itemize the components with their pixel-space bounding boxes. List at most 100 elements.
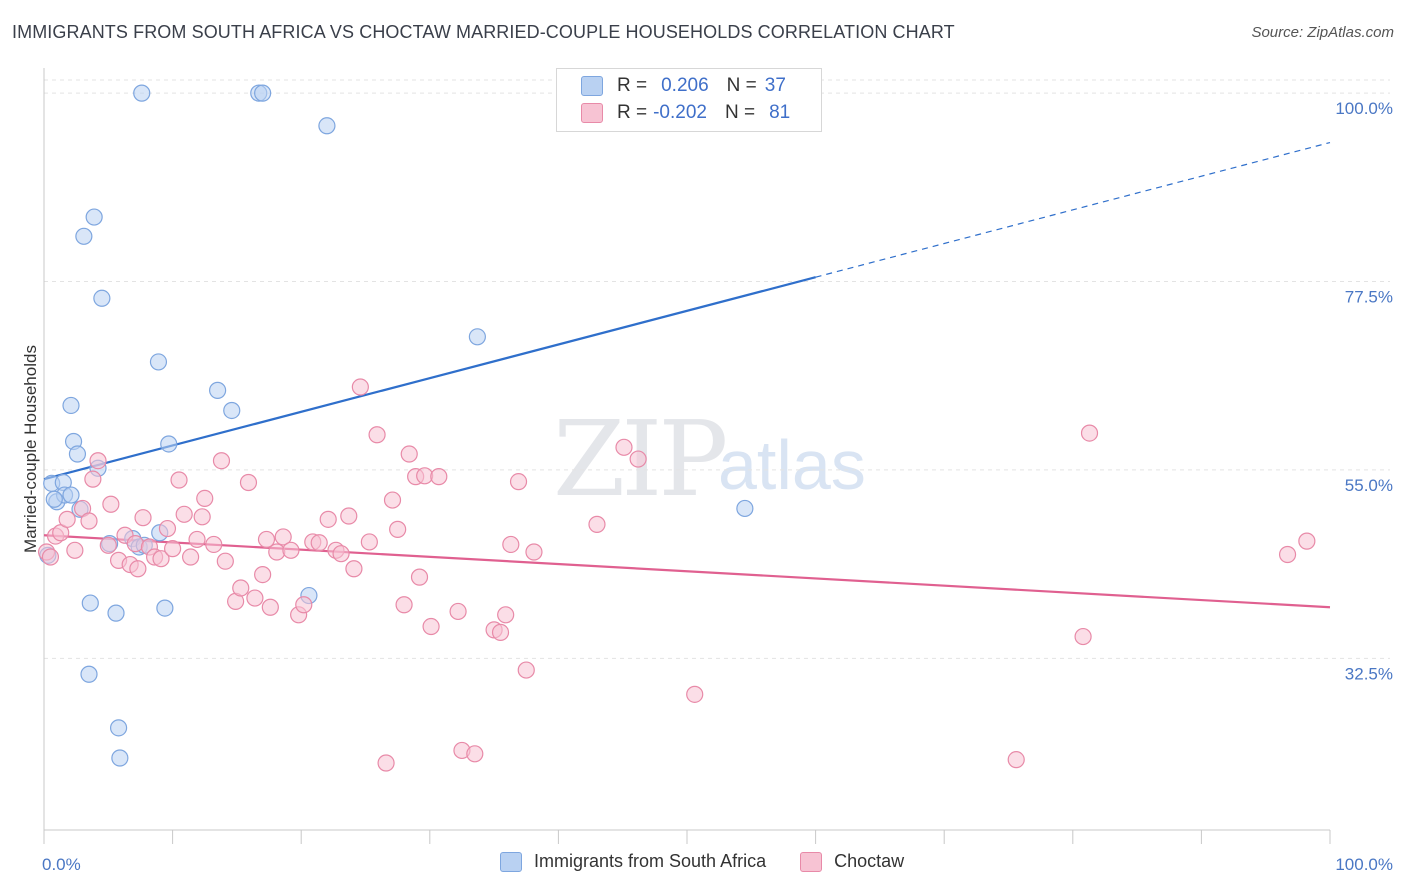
point-choctaw: [175, 505, 193, 523]
y-tick-label: 55.0%: [1345, 476, 1393, 495]
point-choctaw: [615, 438, 633, 456]
stats-legend: R = 0.206 N = 37 R = -0.202 N = 81: [556, 68, 822, 132]
point-choctaw: [319, 510, 337, 528]
point-choctaw: [332, 545, 350, 563]
point-choctaw: [497, 606, 515, 624]
pink-swatch: [800, 851, 823, 872]
n-value: 81: [769, 102, 791, 123]
data-points: [37, 84, 1316, 772]
series-legend: Immigrants from South Africa Choctaw: [500, 851, 938, 872]
point-south-africa: [223, 401, 241, 420]
point-choctaw: [310, 534, 328, 552]
point-south-africa: [160, 435, 178, 453]
point-choctaw: [205, 535, 223, 554]
point-choctaw: [502, 535, 520, 554]
point-south-africa: [45, 490, 63, 508]
point-choctaw: [246, 589, 264, 607]
point-choctaw: [295, 596, 313, 614]
legend-label: Choctaw: [834, 851, 905, 871]
point-choctaw: [129, 560, 147, 578]
point-choctaw: [66, 541, 84, 559]
point-choctaw: [1074, 627, 1092, 646]
point-choctaw: [164, 540, 182, 558]
n-label: N =: [726, 75, 757, 96]
point-choctaw: [491, 623, 510, 641]
r-value: 0.206: [661, 75, 709, 96]
point-south-africa: [133, 84, 151, 102]
blue-swatch: [500, 851, 522, 872]
point-choctaw: [268, 543, 286, 561]
gridlines: [44, 79, 1390, 659]
r-label: R =: [617, 102, 648, 123]
point-choctaw: [517, 661, 535, 679]
y-tick-label: 32.5%: [1345, 664, 1393, 683]
point-choctaw: [525, 543, 543, 561]
r-label: R =: [617, 75, 648, 96]
point-choctaw: [1278, 545, 1297, 564]
point-south-africa: [85, 208, 103, 226]
watermark-atlas: atlas: [718, 426, 866, 504]
point-choctaw: [430, 468, 448, 486]
point-choctaw: [340, 507, 358, 525]
point-choctaw: [193, 508, 211, 526]
point-choctaw: [345, 560, 363, 578]
point-south-africa: [149, 353, 168, 371]
point-choctaw: [377, 754, 395, 772]
trendline-south-africa: [43, 276, 816, 481]
point-choctaw: [274, 528, 292, 546]
trendlines: [43, 141, 1331, 609]
point-choctaw: [383, 491, 402, 509]
n-label: N =: [724, 102, 756, 123]
point-choctaw: [196, 489, 214, 508]
point-choctaw: [212, 452, 231, 470]
chart-source: Source: ZipAtlas.com: [1251, 24, 1394, 41]
point-choctaw: [422, 617, 440, 636]
point-south-africa: [62, 486, 80, 504]
point-south-africa: [736, 499, 754, 518]
point-choctaw: [351, 378, 369, 396]
point-choctaw: [686, 685, 704, 703]
point-choctaw: [410, 568, 429, 586]
point-choctaw: [395, 596, 413, 614]
chart-title: IMMIGRANTS FROM SOUTH AFRICA VS CHOCTAW …: [12, 22, 955, 42]
point-choctaw: [1080, 424, 1099, 442]
x-tick-label: 0.0%: [42, 855, 81, 874]
point-choctaw: [126, 535, 144, 553]
trendline-choctaw: [43, 534, 1331, 609]
y-tick-label: 100.0%: [1335, 99, 1393, 118]
point-choctaw: [282, 541, 300, 559]
point-choctaw: [84, 470, 102, 488]
axes: [43, 68, 1331, 844]
point-choctaw: [182, 548, 200, 566]
point-south-africa: [468, 328, 486, 346]
point-choctaw: [41, 548, 60, 566]
point-choctaw: [158, 519, 177, 538]
point-south-africa: [156, 599, 174, 617]
point-choctaw: [188, 530, 206, 549]
y-tick-label: 77.5%: [1345, 288, 1393, 307]
legend-item-choctaw: Choctaw: [800, 851, 904, 872]
point-south-africa: [111, 749, 129, 767]
point-choctaw: [400, 445, 418, 463]
point-choctaw: [80, 512, 98, 530]
trendline-south-africa-extension: [815, 141, 1331, 278]
axis-labels: 32.5% 55.0% 77.5% 100.0% 0.0% 100.0% Married-c…: [21, 99, 1393, 874]
point-choctaw: [368, 426, 386, 444]
point-south-africa: [80, 665, 98, 683]
point-choctaw: [1007, 751, 1025, 769]
point-choctaw: [58, 510, 76, 528]
point-south-africa: [75, 227, 93, 245]
point-choctaw: [466, 745, 484, 763]
point-south-africa: [109, 719, 128, 737]
legend-label: Immigrants from South Africa: [534, 851, 767, 871]
pink-swatch: [581, 103, 603, 123]
point-choctaw: [170, 471, 188, 489]
r-value: -0.202: [653, 102, 707, 123]
point-south-africa: [68, 445, 87, 463]
point-choctaw: [360, 533, 378, 551]
point-choctaw: [102, 495, 120, 513]
point-south-africa: [81, 594, 99, 612]
point-choctaw: [1298, 532, 1316, 550]
point-choctaw: [261, 598, 279, 616]
